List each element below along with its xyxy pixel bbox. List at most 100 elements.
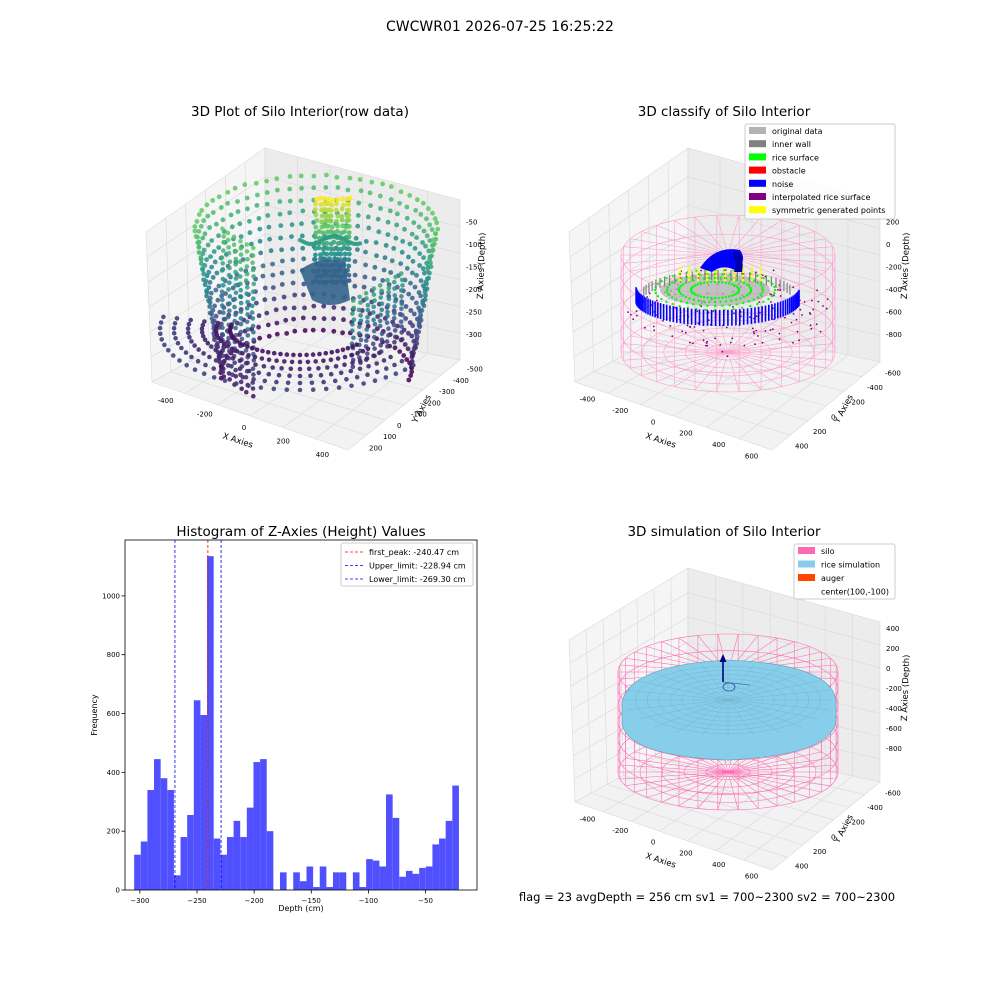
interpolated-point — [725, 326, 728, 329]
raw-point — [171, 326, 177, 331]
raw-point — [238, 267, 244, 272]
panel-raw-scatter: 3D Plot of Silo Interior(row data) -400 -2… — [145, 104, 488, 459]
raw-point — [274, 358, 279, 364]
histogram-bar — [147, 790, 155, 890]
raw-point — [357, 294, 362, 300]
raw-point — [335, 223, 340, 229]
rice-surface-point — [656, 282, 660, 285]
raw-point — [371, 292, 377, 297]
interpolated-point — [753, 332, 755, 335]
raw-point — [271, 386, 277, 392]
raw-point — [421, 228, 427, 234]
z-tick-label: -600 — [886, 308, 902, 316]
raw-point — [221, 341, 227, 346]
raw-point — [292, 328, 298, 334]
raw-point — [219, 255, 225, 260]
raw-point — [330, 197, 336, 203]
raw-point — [308, 373, 313, 379]
raw-point — [409, 354, 415, 360]
raw-point — [217, 359, 223, 365]
raw-point — [423, 243, 428, 249]
raw-point — [409, 295, 415, 301]
raw-point — [200, 266, 205, 271]
silo-wireframe-spoke — [641, 328, 729, 353]
interpolated-point — [764, 330, 767, 332]
rice-surface-point — [699, 282, 703, 285]
silo-wireframe-floor-ring — [684, 335, 772, 369]
x-tick-label: -200 — [197, 410, 213, 418]
x-tick-label: 200 — [679, 430, 692, 438]
y-tick-label: -200 — [425, 399, 441, 407]
raw-point — [213, 287, 219, 293]
raw-point — [205, 213, 211, 219]
rice-surface-point — [684, 281, 688, 285]
raw-point — [365, 307, 371, 313]
z-axis-label: Z Axies (Depth) — [900, 654, 912, 721]
symmetric-point — [741, 274, 745, 278]
raw-point — [370, 341, 376, 347]
rice-surface-point — [668, 293, 671, 297]
interpolated-point — [700, 269, 702, 272]
rice-surface-point — [756, 296, 759, 299]
raw-point — [388, 184, 394, 190]
rice-surface-point — [692, 279, 695, 282]
mesh-spoke — [637, 699, 729, 720]
raw-point — [231, 242, 237, 248]
histogram-bar — [386, 794, 393, 890]
raw-point — [408, 280, 413, 286]
raw-point — [345, 345, 351, 351]
silo-wireframe-spoke — [656, 351, 729, 382]
mesh-spoke — [727, 672, 802, 701]
raw-point — [233, 367, 238, 373]
raw-point — [430, 210, 435, 216]
raw-point — [420, 301, 426, 306]
raw-point — [395, 211, 400, 217]
raw-point — [385, 313, 390, 319]
raw-point — [422, 289, 428, 295]
raw-point — [220, 261, 226, 266]
raw-point — [250, 260, 255, 266]
raw-point — [221, 374, 227, 379]
raw-point — [365, 315, 370, 320]
rice-surface-point — [742, 301, 745, 305]
raw-point — [251, 393, 256, 399]
raw-point — [388, 270, 394, 275]
raw-point — [239, 336, 245, 342]
interpolated-point — [755, 329, 758, 332]
raw-point — [171, 331, 177, 336]
legend-frame — [744, 123, 896, 220]
raw-point — [411, 311, 417, 317]
raw-point — [287, 373, 292, 379]
raw-point — [340, 330, 345, 336]
gridline — [619, 609, 624, 776]
symmetric-point — [750, 266, 754, 270]
gridline — [738, 354, 849, 439]
raw-point — [377, 193, 383, 199]
raw-point — [362, 274, 368, 280]
silo-wireframe-spoke — [697, 771, 729, 809]
symmetric-point — [732, 278, 736, 282]
interpolated-point — [825, 307, 828, 310]
raw-point — [346, 202, 351, 207]
interpolated-point — [732, 305, 734, 308]
raw-point — [321, 303, 327, 309]
raw-point — [345, 267, 350, 273]
raw-point — [218, 350, 223, 356]
interpolated-point — [656, 299, 658, 302]
raw-point — [385, 344, 390, 349]
raw-point — [173, 336, 178, 341]
raw-point — [400, 239, 406, 244]
raw-point — [215, 297, 221, 303]
silo-wireframe-spoke — [727, 317, 782, 353]
chart-title: 3D Plot of Silo Interior(row data) — [191, 104, 409, 120]
raw-point — [349, 353, 354, 358]
interpolated-point — [726, 355, 729, 358]
raw-point — [240, 374, 246, 380]
raw-point — [274, 320, 280, 326]
histogram-bar — [352, 872, 360, 890]
rice-surface-point — [656, 295, 660, 298]
raw-point — [356, 331, 362, 336]
raw-point — [230, 356, 236, 361]
raw-point — [194, 219, 200, 224]
raw-point — [250, 366, 256, 372]
